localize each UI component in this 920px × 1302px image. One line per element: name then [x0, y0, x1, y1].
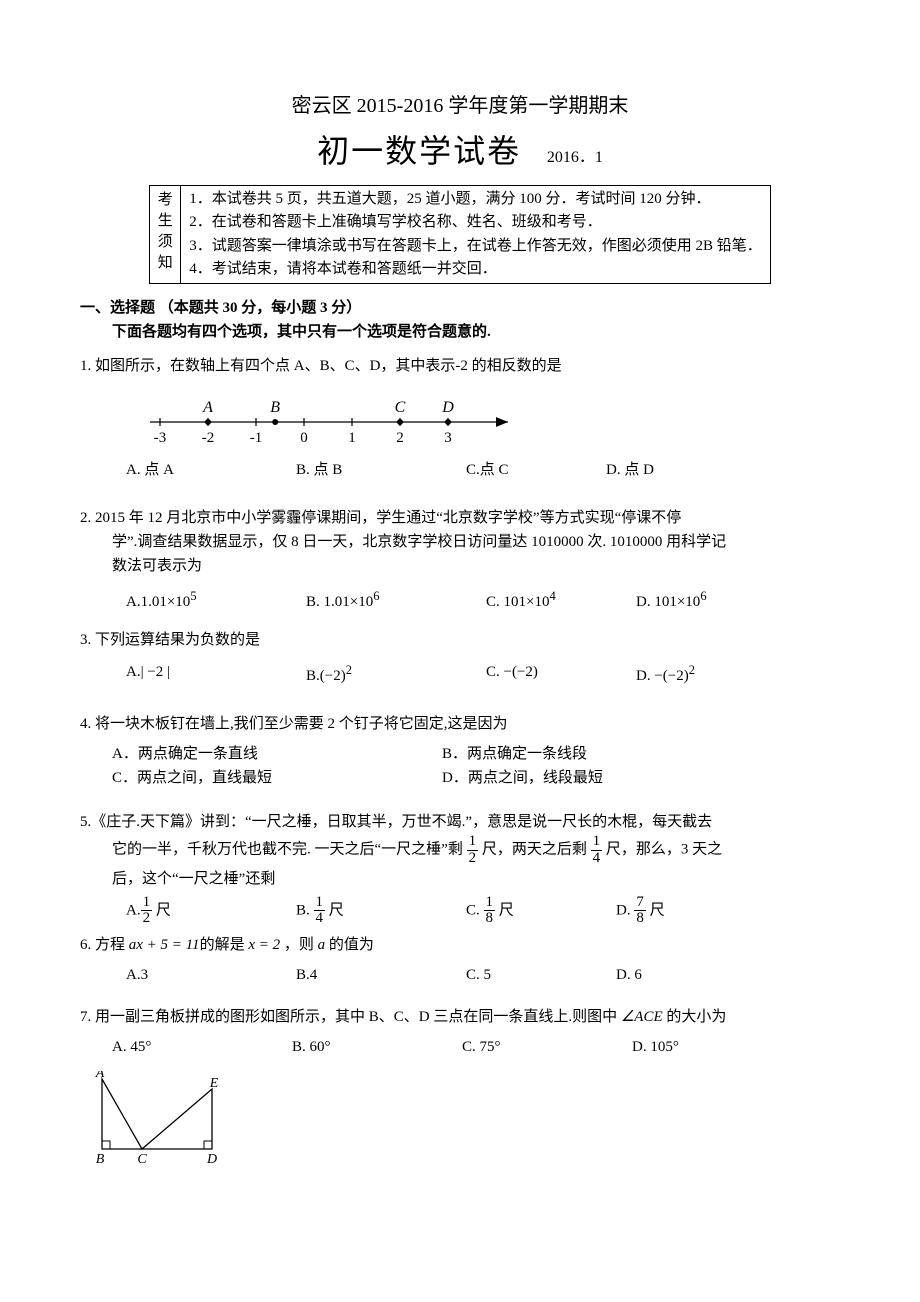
q7-opt-b: B. 60°: [292, 1035, 462, 1059]
notice-rule: 1．本试卷共 5 页，共五道大题，25 道小题，满分 100 分．考试时间 12…: [189, 188, 762, 211]
section-head: 一、选择题 （本题共 30 分，每小题 3 分）: [80, 296, 840, 320]
question-2: 2. 2015 年 12 月北京市中小学雾霾停课期间，学生通过“北京数字学校”等…: [80, 506, 840, 614]
q6-opt-d: D. 6: [616, 963, 786, 987]
q1-opt-b: B. 点 B: [296, 458, 466, 482]
q2-stem-l3: 数法可表示为: [112, 554, 840, 578]
q1-opt-d: D. 点 D: [606, 458, 776, 482]
svg-text:B: B: [96, 1152, 105, 1167]
q7-figure: A B C D E: [90, 1071, 840, 1167]
svg-text:E: E: [209, 1076, 219, 1091]
notice-v-char: 须: [156, 232, 174, 253]
q2-opt-b: B. 1.01×106: [306, 586, 486, 614]
q2-stem-l2: 学”.调查结果数据显示，仅 8 日一天，北京数字学校日访问量达 1010000 …: [112, 530, 840, 554]
question-3: 3. 下列运算结果为负数的是 A.| −2 | B.(−2)2 C. −(−2)…: [80, 628, 840, 688]
q4-stem: 4. 将一块木板钉在墙上,我们至少需要 2 个钉子将它固定,这是因为: [80, 712, 840, 736]
q3-opt-a: A.| −2 |: [126, 660, 306, 688]
q7-options: A. 45° B. 60° C. 75° D. 105°: [112, 1035, 840, 1059]
svg-text:-2: -2: [202, 430, 215, 446]
q3-opt-b: B.(−2)2: [306, 660, 486, 688]
q6-opt-a: A.3: [126, 963, 296, 987]
frac-half: 12: [467, 834, 479, 867]
question-1: 1. 如图所示，在数轴上有四个点 A、B、C、D，其中表示-2 的相反数的是 -…: [80, 354, 840, 482]
notice-v-char: 生: [156, 211, 174, 232]
notice-rule: 3．试题答案一律填涂或书写在答题卡上，在试卷上作答无效，作图必须使用 2B 铅笔…: [189, 235, 762, 258]
q5-opt-c: C. 18 尺: [466, 895, 616, 928]
question-4: 4. 将一块木板钉在墙上,我们至少需要 2 个钉子将它固定,这是因为 A．两点确…: [80, 712, 840, 790]
q2-opt-a: A.1.01×105: [126, 586, 306, 614]
question-6: 6. 方程 ax + 5 = 11的解是 x = 2 ，则 a 的值为 A.3 …: [80, 933, 840, 987]
section-sub: 下面各题均有四个选项，其中只有一个选项是符合题意的.: [112, 320, 840, 344]
frac-quarter: 14: [591, 834, 603, 867]
q5-stem-l3: 后，这个“一尺之棰”还剩: [112, 867, 840, 891]
q5-stem-l1: 5.《庄子.天下篇》讲到：“一尺之棰，日取其半，万世不竭.”，意思是说一尺长的木…: [80, 810, 840, 834]
notice-box: 考 生 须 知 1．本试卷共 5 页，共五道大题，25 道小题，满分 100 分…: [149, 185, 771, 284]
q5-opt-d: D. 78 尺: [616, 895, 786, 928]
svg-text:-1: -1: [250, 430, 263, 446]
q1-opt-a: A. 点 A: [126, 458, 296, 482]
header-line1: 密云区 2015-2016 学年度第一学期期末: [80, 90, 840, 122]
q5-opt-b: B. 14 尺: [296, 895, 466, 928]
q1-opt-c: C.点 C: [466, 458, 606, 482]
svg-text:A: A: [95, 1071, 105, 1081]
q2-options: A.1.01×105 B. 1.01×106 C. 101×104 D. 101…: [126, 586, 840, 614]
q3-options: A.| −2 | B.(−2)2 C. −(−2) D. −(−2)2: [126, 660, 840, 688]
notice-rules: 1．本试卷共 5 页，共五道大题，25 道小题，满分 100 分．考试时间 12…: [181, 186, 771, 284]
q5-opt-a: A.12 尺: [126, 895, 296, 928]
q6-stem: 6. 方程 ax + 5 = 11的解是 x = 2 ，则 a 的值为: [80, 933, 840, 957]
exam-date: 2016．1: [547, 145, 603, 171]
q7-opt-a: A. 45°: [112, 1035, 292, 1059]
q4-opt-d: D．两点之间，线段最短: [442, 766, 772, 790]
q2-opt-c: C. 101×104: [486, 586, 636, 614]
svg-text:C: C: [137, 1152, 147, 1167]
q4-opt-a: A．两点确定一条直线: [112, 742, 442, 766]
q1-numberline: -3 -2 -1 0 1 2 3 A B C D: [140, 388, 840, 448]
q3-stem: 3. 下列运算结果为负数的是: [80, 628, 840, 652]
main-title: 初一数学试卷: [317, 126, 521, 177]
notice-rule: 2．在试卷和答题卡上准确填写学校名称、姓名、班级和考号．: [189, 211, 762, 234]
q5-options: A.12 尺 B. 14 尺 C. 18 尺 D. 78 尺: [126, 895, 840, 928]
svg-text:0: 0: [300, 430, 308, 446]
notice-vertical: 考 生 须 知: [150, 186, 181, 284]
question-5: 5.《庄子.天下篇》讲到：“一尺之棰，日取其半，万世不竭.”，意思是说一尺长的木…: [80, 810, 840, 927]
svg-text:2: 2: [396, 430, 404, 446]
q7-stem: 7. 用一副三角板拼成的图形如图所示，其中 B、C、D 三点在同一条直线上.则图…: [80, 1005, 840, 1029]
q7-opt-d: D. 105°: [632, 1035, 802, 1059]
q6-opt-c: C. 5: [466, 963, 616, 987]
q3-opt-d: D. −(−2)2: [636, 660, 816, 688]
svg-text:A: A: [202, 399, 213, 416]
svg-text:D: D: [206, 1152, 217, 1167]
svg-text:-3: -3: [154, 430, 167, 446]
svg-text:B: B: [270, 399, 280, 416]
q4-opt-b: B．两点确定一条线段: [442, 742, 772, 766]
q7-opt-c: C. 75°: [462, 1035, 632, 1059]
notice-v-char: 考: [156, 190, 174, 211]
svg-text:1: 1: [348, 430, 356, 446]
q6-opt-b: B.4: [296, 963, 466, 987]
q6-options: A.3 B.4 C. 5 D. 6: [126, 963, 840, 987]
q3-opt-c: C. −(−2): [486, 660, 636, 688]
q4-options: A．两点确定一条直线 B．两点确定一条线段 C．两点之间，直线最短 D．两点之间…: [112, 742, 840, 790]
question-7: 7. 用一副三角板拼成的图形如图所示，其中 B、C、D 三点在同一条直线上.则图…: [80, 1005, 840, 1167]
q1-options: A. 点 A B. 点 B C.点 C D. 点 D: [126, 458, 840, 482]
svg-text:3: 3: [444, 430, 452, 446]
svg-text:C: C: [395, 399, 406, 416]
q5-stem-l2: 它的一半，千秋万代也截不完. 一天之后“一尺之棰”剩 12 尺，两天之后剩 14…: [112, 834, 840, 867]
q2-opt-d: D. 101×106: [636, 586, 816, 614]
svg-text:D: D: [441, 399, 454, 416]
q1-stem: 1. 如图所示，在数轴上有四个点 A、B、C、D，其中表示-2 的相反数的是: [80, 354, 840, 378]
q4-opt-c: C．两点之间，直线最短: [112, 766, 442, 790]
header-line2: 初一数学试卷 2016．1: [80, 126, 840, 177]
q2-stem-l1: 2. 2015 年 12 月北京市中小学雾霾停课期间，学生通过“北京数字学校”等…: [80, 506, 840, 530]
notice-rule: 4．考试结束，请将本试卷和答题纸一并交回．: [189, 258, 762, 281]
notice-v-char: 知: [156, 253, 174, 274]
